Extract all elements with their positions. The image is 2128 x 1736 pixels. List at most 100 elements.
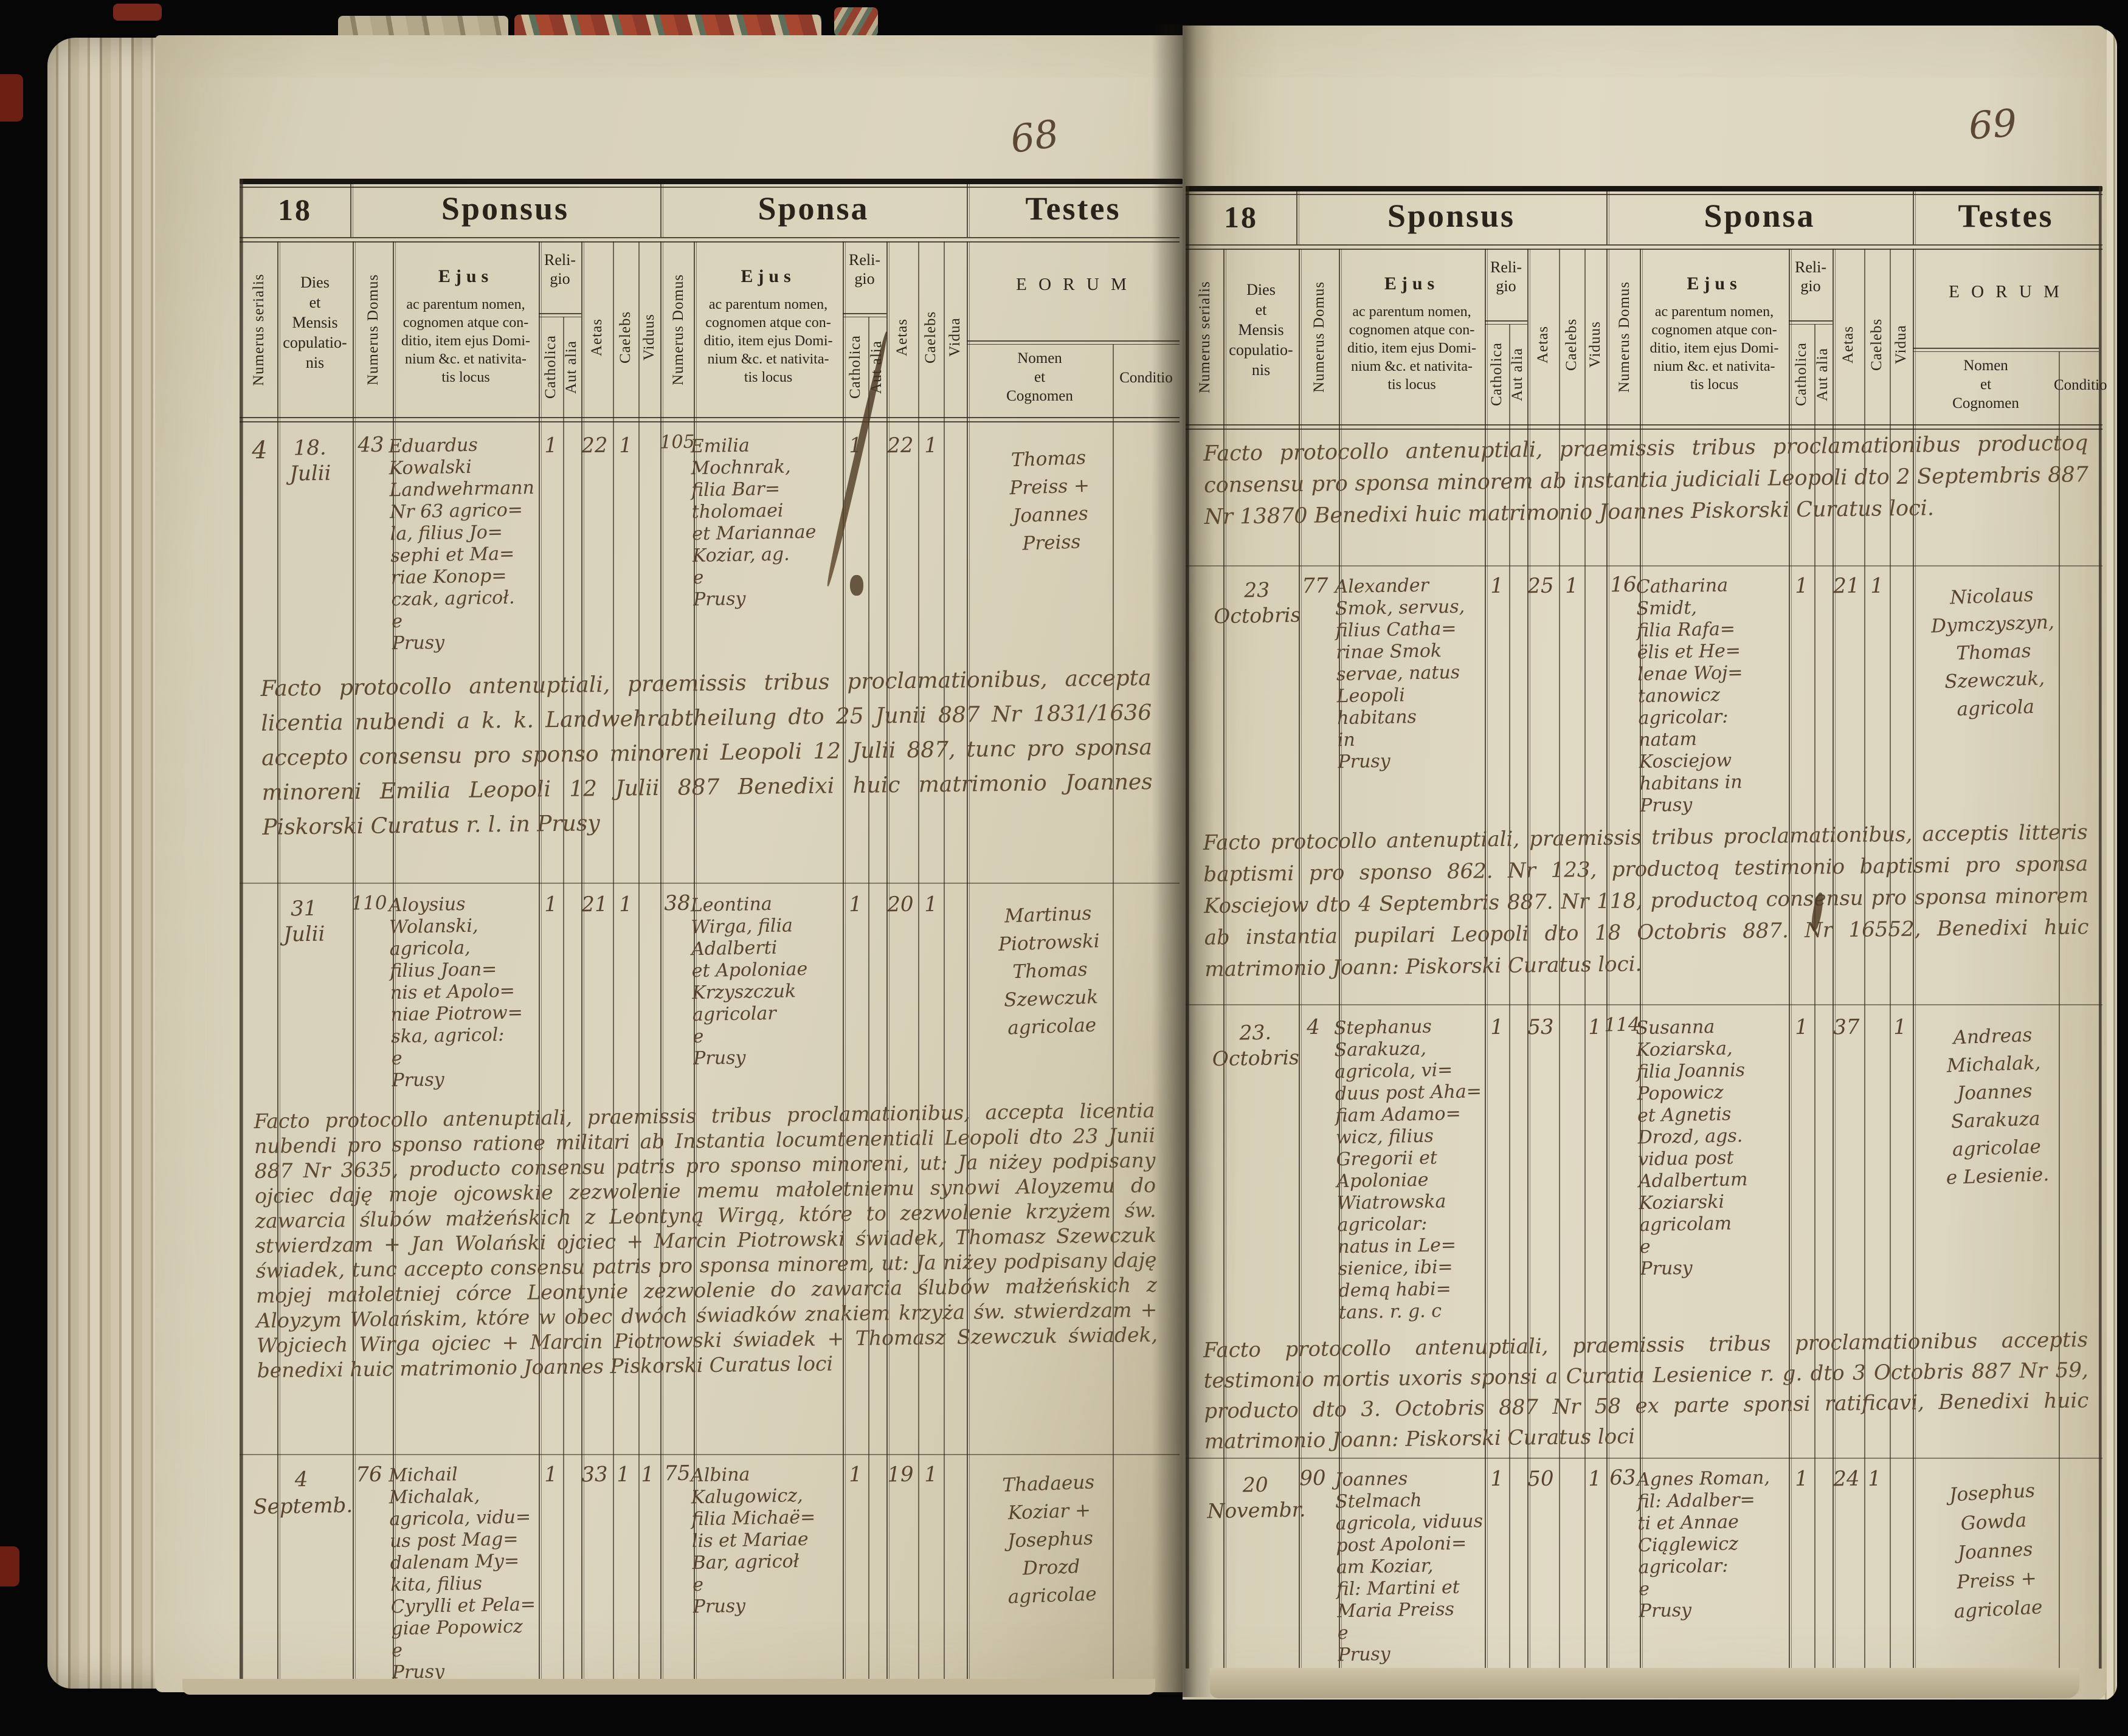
red-cover-edge-top-left — [113, 4, 162, 21]
vidua-label: Vidua — [1893, 325, 1909, 365]
sponsa-header: Sponsa — [1704, 198, 1815, 234]
table-border-right — [2099, 186, 2102, 1669]
black-mask-top — [883, 0, 2128, 24]
black-mask-bottom-right — [1183, 1700, 2128, 1736]
eorum-rule — [967, 340, 1180, 342]
column-rule — [277, 241, 280, 1690]
black-mask-bottom-left — [0, 1695, 1183, 1736]
viduus-label: Viduus — [1587, 321, 1603, 368]
entry-dies: 18. Julii — [289, 435, 331, 486]
dies-mensis-label: Dies et Mensis copulatio- nis — [283, 274, 347, 371]
column-rule — [581, 241, 584, 1690]
catholica-label: Catholica — [542, 335, 559, 399]
column-rule — [350, 184, 353, 237]
red-cover-mark-lower — [0, 1546, 19, 1586]
religio-rule — [1789, 320, 1833, 322]
nomen-cognomen-label: Nomen et Cognomen — [1006, 350, 1073, 404]
column-rule — [1640, 249, 1643, 1669]
caelebs-label: Caelebs — [617, 311, 634, 364]
entry-sponsa: Agnes Roman, fil: Adalber= ti et Annae C… — [1636, 1467, 1770, 1622]
numerus-domus-label: Numerus Domus — [1616, 281, 1632, 393]
table-rule — [1186, 194, 2102, 195]
entry-catholica: 1 — [544, 892, 558, 917]
column-rule — [1789, 249, 1792, 1669]
marbled-fore-edge-bit — [834, 7, 878, 36]
entry-domus: 110 — [351, 892, 387, 915]
entry-domus: 77 — [1302, 573, 1328, 599]
entry-s-catholica: 1 — [848, 1462, 863, 1487]
column-rule — [353, 241, 356, 1690]
entry-catholica: 1 — [544, 433, 558, 458]
entry-caelebs: 1 — [618, 892, 633, 917]
ejus-body: ac parentum nomen, cognomen atque con- d… — [1347, 304, 1476, 393]
entry-testes: Nicolaus Dymczyszyn, Thomas Szewczuk, ag… — [1930, 584, 2055, 721]
eorum-rule — [1913, 351, 2099, 352]
left-page-number: 68 — [1007, 111, 1062, 162]
spine-shadow — [1152, 24, 1215, 1697]
numerus-domus-label: Numerus Domus — [1311, 281, 1327, 393]
religio-rule — [843, 313, 886, 314]
entry-testes: Thomas Preiss + Joannes Preiss — [1009, 446, 1090, 555]
column-rule — [694, 241, 697, 1690]
religio-rule — [1789, 324, 1833, 325]
entry-s-caelebs: 1 — [1870, 573, 1884, 599]
numerus-serialis-label: Numerus serialis — [250, 274, 267, 387]
table-rule — [240, 237, 1180, 238]
eorum-label: E O R U M — [1016, 275, 1130, 294]
caelebs-label: Caelebs — [1563, 318, 1580, 371]
carried-over-note: Facto protocollo antenuptiali, praemissi… — [1203, 431, 2089, 529]
right-page-paper — [1183, 26, 2107, 1701]
aut-alia-label: Aut alia — [1509, 348, 1525, 401]
entry-aetas: 50 — [1527, 1466, 1554, 1492]
column-rule — [1606, 191, 1609, 244]
ejus-title: Ejus — [438, 266, 494, 286]
entry-s-caelebs: 1 — [924, 1462, 938, 1487]
nomen-cognomen-label: Nomen et Cognomen — [1952, 357, 2019, 412]
aetas-label: Aetas — [894, 319, 910, 356]
religio-label: Reli- gio — [1795, 258, 1826, 295]
column-rule — [393, 241, 396, 1690]
entry-s-catholica: 1 — [848, 892, 863, 917]
entry-sponsa: Emilia Mochnrak, filia Bar= tholomaei et… — [690, 435, 817, 611]
religio-rule — [1485, 324, 1527, 325]
aetas-label: Aetas — [1840, 326, 1856, 363]
entry-s-aetas: 22 — [887, 433, 914, 458]
aut-alia-label: Aut alia — [1814, 348, 1831, 401]
numerus-domus-label: Numerus Domus — [365, 274, 381, 385]
entry-testes: Josephus Gowda Joannes Preiss + agricola… — [1949, 1479, 2043, 1623]
column-rule — [660, 241, 663, 1690]
entry-sponsa: Leontina Wirga, filia Adalberti et Apolo… — [690, 893, 808, 1070]
entry-aetas: 22 — [581, 433, 608, 458]
catholica-label: Catholica — [1793, 342, 1809, 407]
column-rule — [1559, 249, 1560, 1669]
eorum-rule — [967, 344, 1180, 345]
entry-viduus: 1 — [640, 1462, 655, 1487]
entry-s-aetas: 21 — [1833, 573, 1860, 599]
entry-caelebs: 1 — [616, 1462, 630, 1487]
entry-s-aetas: 37 — [1833, 1014, 1860, 1040]
table-rule — [240, 187, 1183, 188]
column-rule — [563, 317, 564, 1690]
column-rule — [539, 241, 542, 1690]
entry-sponsus: Michail Michalak, agricola, vidu= us pos… — [388, 1464, 536, 1684]
entry-note: Facto protocollo antenuptiali, praemissi… — [260, 666, 1153, 840]
column-rule — [1814, 324, 1815, 1669]
entry-viduus: 1 — [1587, 1466, 1602, 1492]
entry-caelebs: 1 — [618, 433, 633, 458]
ejus-title: Ejus — [1687, 274, 1742, 294]
column-rule — [1584, 249, 1586, 1669]
testes-header: Testes — [1025, 190, 1121, 227]
entry-note: Facto protocollo antenuptiali, praemissi… — [1203, 1328, 2089, 1454]
viduus-label: Viduus — [641, 314, 657, 361]
entry-catholica: 1 — [1490, 1466, 1504, 1492]
caelebs-label: Caelebs — [922, 311, 939, 364]
column-rule — [1296, 191, 1299, 244]
table-rule — [1186, 424, 2102, 425]
column-rule — [1527, 249, 1530, 1669]
entry-testes: Andreas Michalak, Joannes Sarakuza agric… — [1946, 1024, 2050, 1189]
entry-catholica: 1 — [1490, 1014, 1504, 1040]
eorum-rule — [1913, 348, 2099, 349]
entry-s-catholica: 1 — [1794, 1014, 1809, 1040]
column-rule — [1485, 249, 1488, 1669]
aetas-label: Aetas — [1535, 326, 1551, 363]
